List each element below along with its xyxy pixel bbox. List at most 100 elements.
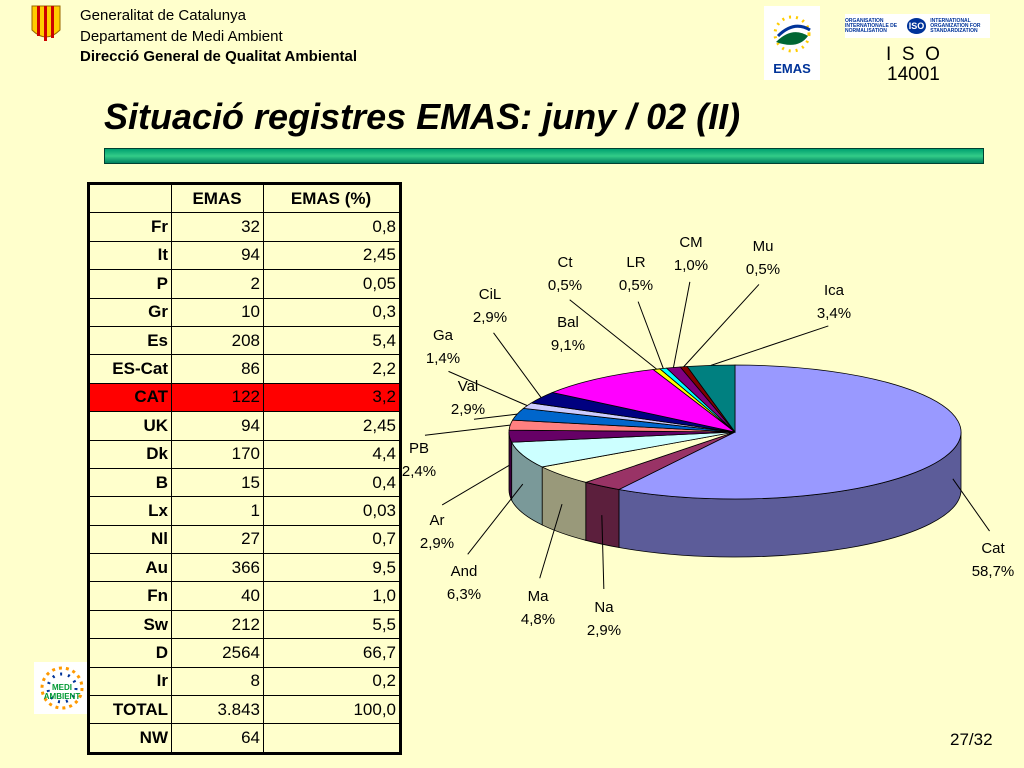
slice-value-label: 9,1% [551, 337, 585, 354]
header-line: Departament de Medi Ambient [80, 28, 283, 45]
header-line: Generalitat de Catalunya [80, 7, 246, 24]
table-cell: B [88, 467, 172, 498]
slice [617, 364, 962, 500]
slice-value-label: 2,9% [420, 535, 454, 552]
table-cell: 2,45 [263, 240, 401, 271]
table-row: Fr 32 0,8 [88, 212, 401, 242]
slice-label: Ma [528, 588, 549, 605]
table-cell: Fr [88, 212, 172, 242]
leader-line [473, 413, 518, 420]
table-cell: 15 [171, 467, 264, 498]
slice-value-label: 0,5% [746, 261, 780, 278]
table-row: ES-Cat 86 2,2 [88, 354, 401, 384]
table-cell: 0,2 [263, 666, 401, 697]
table-cell: 0,4 [263, 467, 401, 498]
table-cell: 100,0 [263, 695, 401, 725]
iso-number: 14001 [887, 64, 940, 85]
slice-label: Ga [433, 327, 454, 344]
catalonia-flag [31, 5, 61, 41]
iso-mark: ISO [906, 18, 927, 34]
slice-label: Ica [824, 282, 845, 299]
leader-line [637, 301, 664, 369]
header-cell: EMAS [171, 182, 264, 214]
table-cell: 4,4 [263, 439, 401, 469]
slice-label: And [451, 563, 478, 580]
slice-label: Na [594, 599, 614, 616]
table-cell [263, 723, 401, 754]
leader-line [467, 483, 524, 555]
table-row: TOTAL 3.843 100,0 [88, 695, 401, 725]
header-row: EMAS EMAS (%) [88, 182, 401, 214]
slide-title: Situació registres EMAS: juny / 02 (II) [104, 96, 741, 137]
table-cell: 2,45 [263, 411, 401, 441]
table-cell: D [88, 638, 172, 668]
slice-label: Ar [430, 512, 445, 529]
table-row: Au 366 9,5 [88, 553, 401, 583]
table-cell: 122 [171, 382, 264, 413]
table-cell: P [88, 269, 172, 299]
table-row: P 2 0,05 [88, 269, 401, 299]
slice-label: PB [409, 440, 429, 457]
table-cell: 366 [171, 553, 264, 583]
slice-label: CiL [479, 286, 502, 303]
table-cell: CAT [88, 382, 172, 413]
table-cell: 8 [171, 666, 264, 697]
table-row: Gr 10 0,3 [88, 297, 401, 327]
slice-value-label: 1,0% [674, 257, 708, 274]
table-row: Dk 170 4,4 [88, 439, 401, 469]
table-cell: 208 [171, 325, 264, 356]
slice-value-label: 2,9% [451, 401, 485, 418]
table-cell: 0,03 [263, 496, 401, 526]
slice-value-label: 3,4% [817, 305, 851, 322]
slice-label: Val [458, 378, 479, 395]
leader-line [672, 281, 691, 368]
table-row: CAT 122 3,2 [88, 382, 401, 413]
table-row: NW 64 [88, 723, 401, 754]
table-cell: 32 [171, 212, 264, 242]
slice-value-label: 2,4% [402, 463, 436, 480]
table-cell: 0,05 [263, 269, 401, 299]
table-cell: 3.843 [171, 695, 264, 725]
table-cell: 3,2 [263, 382, 401, 413]
iso-label: I S O [886, 44, 940, 65]
table-cell: NW [88, 723, 172, 754]
emas-emblem [773, 15, 811, 53]
table-cell: Gr [88, 297, 172, 327]
table-cell: 64 [171, 723, 264, 754]
table-row: Ir 8 0,2 [88, 666, 401, 697]
title-bar [104, 148, 984, 164]
leader-line [424, 424, 511, 436]
header-cell [88, 182, 172, 214]
table-cell: Lx [88, 496, 172, 526]
slice-value-label: 1,4% [426, 350, 460, 367]
table-row: Es 208 5,4 [88, 325, 401, 356]
leader-line [569, 299, 657, 370]
page-number: 27/32 [950, 730, 993, 749]
leader-line [441, 464, 510, 506]
table-cell: Sw [88, 609, 172, 640]
table-cell: Dk [88, 439, 172, 469]
leader-line [493, 332, 542, 398]
table-cell: 2,2 [263, 354, 401, 384]
table-row: Nl 27 0,7 [88, 524, 401, 555]
slice-value-label: 2,9% [587, 622, 621, 639]
slice-label: Bal [557, 314, 579, 331]
iso-logo: ORGANISATION INTERNATIONALE DE NORMALISA… [845, 14, 990, 38]
table-cell: 5,4 [263, 325, 401, 356]
table-row: Sw 212 5,5 [88, 609, 401, 640]
table-cell: 10 [171, 297, 264, 327]
slice-value-label: 0,5% [548, 277, 582, 294]
table-cell: 40 [171, 581, 264, 611]
slice-value-label: 58,7% [972, 563, 1015, 580]
slice-value-label: 0,5% [619, 277, 653, 294]
table-cell: 2 [171, 269, 264, 299]
table-row: B 15 0,4 [88, 467, 401, 498]
table-row: UK 94 2,45 [88, 411, 401, 441]
table-cell: 0,8 [263, 212, 401, 242]
leader-line [539, 503, 563, 579]
medi-ambient-logo: MEDI AMBIENT [34, 662, 90, 714]
medi-emblem [40, 666, 84, 710]
medi-text: MEDI AMBIENT [43, 683, 81, 701]
leader-line [601, 515, 605, 590]
